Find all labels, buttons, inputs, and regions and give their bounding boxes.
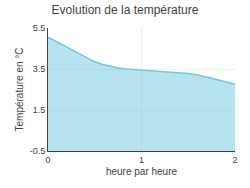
svg-text:3.5: 3.5: [33, 64, 46, 74]
svg-text:0: 0: [45, 155, 50, 165]
svg-text:1: 1: [139, 155, 144, 165]
svg-text:Température en °C: Température en °C: [14, 47, 25, 131]
svg-text:-0.5: -0.5: [30, 146, 46, 156]
svg-text:2: 2: [232, 155, 237, 165]
svg-text:1.5: 1.5: [33, 105, 46, 115]
svg-text:5.5: 5.5: [33, 23, 46, 33]
svg-text:Evolution de la température: Evolution de la température: [52, 3, 199, 17]
svg-text:heure par heure: heure par heure: [106, 166, 178, 177]
